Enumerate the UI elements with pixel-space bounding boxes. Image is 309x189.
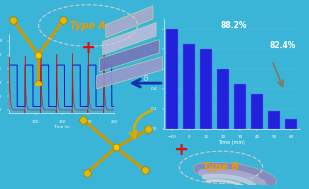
Text: Type B: Type B [203, 162, 239, 172]
Bar [217, 69, 229, 129]
Bar [234, 84, 246, 129]
Text: +: + [81, 39, 95, 57]
X-axis label: Time (min): Time (min) [218, 140, 245, 145]
Text: Type A: Type A [70, 21, 106, 30]
Polygon shape [96, 57, 162, 89]
Text: +: + [173, 141, 188, 159]
Text: 88.2%: 88.2% [221, 21, 248, 30]
X-axis label: Time (s): Time (s) [53, 125, 70, 129]
Bar [183, 44, 195, 129]
Bar [285, 119, 297, 129]
Bar [251, 94, 263, 129]
Polygon shape [106, 6, 153, 38]
Bar [200, 49, 212, 129]
Y-axis label: C/C₀: C/C₀ [144, 68, 149, 80]
Polygon shape [103, 23, 156, 55]
Text: 82.4%: 82.4% [270, 42, 296, 50]
Bar [268, 111, 280, 129]
Polygon shape [99, 40, 159, 72]
Bar [166, 29, 178, 129]
